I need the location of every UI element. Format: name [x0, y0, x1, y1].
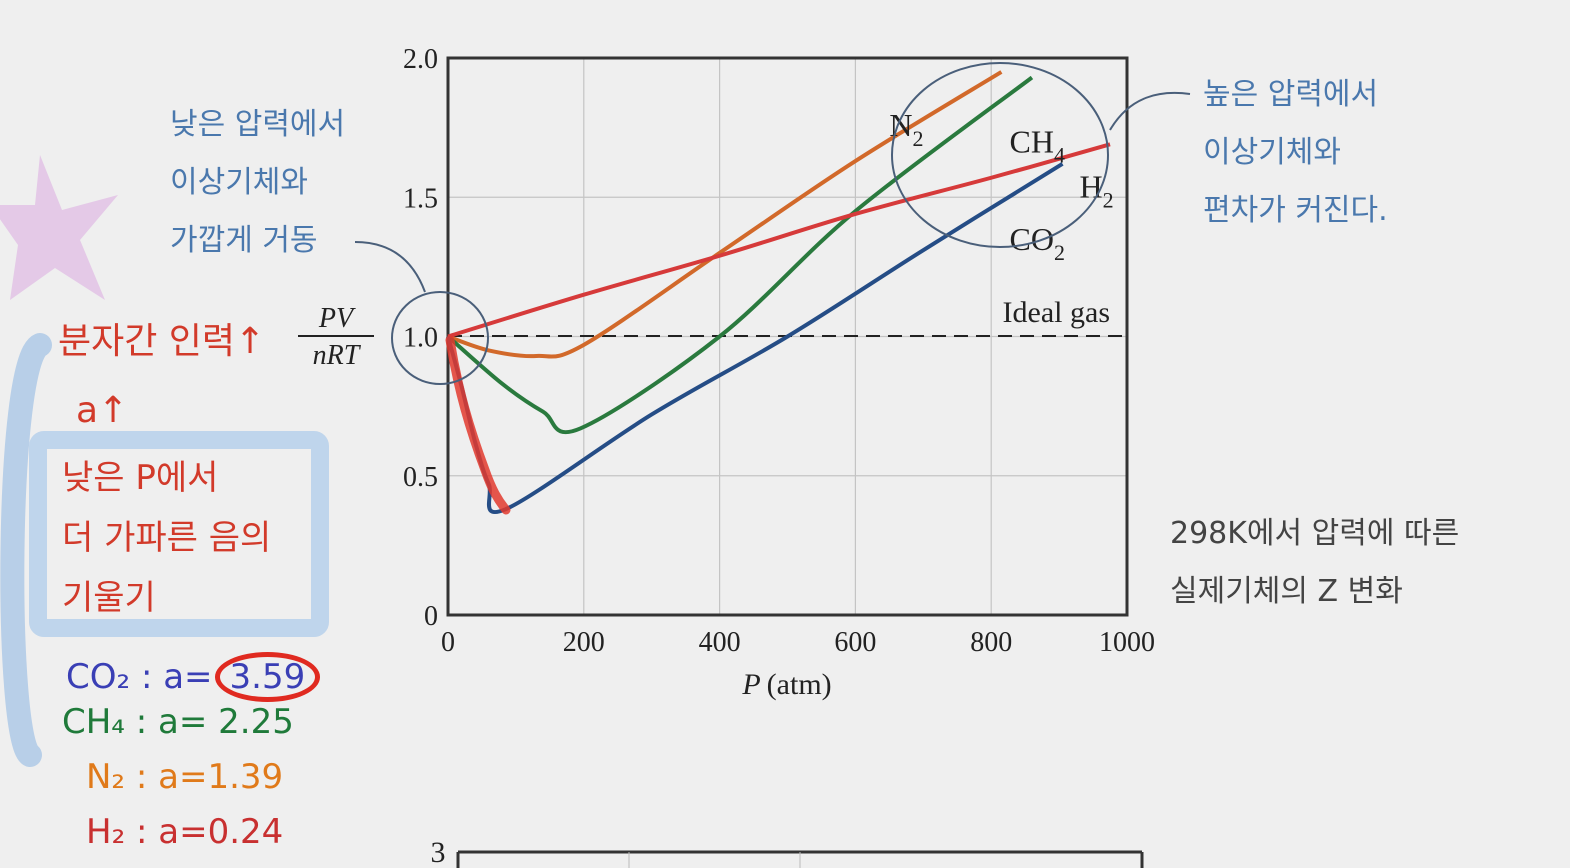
x-tick-label: 1000	[1099, 627, 1155, 658]
x-tick-label: 0	[441, 627, 455, 658]
high-pressure-connector	[1109, 91, 1191, 131]
co2-label: CO₂ : a=	[66, 657, 213, 697]
co2-value: 3.59	[214, 652, 321, 702]
caption-line: 298K에서 압력에 따른	[1170, 516, 1460, 551]
x-tick-label: 600	[834, 627, 876, 658]
y-axis-label-numerator: PV	[318, 303, 356, 334]
bracket-highlight	[0, 333, 52, 767]
y-tick-label: 0	[424, 601, 438, 632]
note-line: 가깝게 거동	[170, 223, 318, 258]
chart-caption: 298K에서 압력에 따른 실제기체의 Z 변화	[1170, 505, 1459, 621]
y-tick-label: 2.0	[403, 44, 438, 75]
hand-line: 더 가파른 음의	[62, 518, 272, 558]
series-line-ch4	[446, 75, 1034, 435]
box-highlight	[29, 431, 329, 637]
next-chart-tick: 3	[431, 836, 446, 868]
series-line-n2	[447, 70, 1003, 359]
series-labels: N2 CH4 H2 CO2	[889, 107, 1113, 265]
y-tick-label: 0.5	[403, 462, 438, 493]
high-pressure-note: 높은 압력에서 이상기체와 편차가 커진다.	[1203, 66, 1388, 240]
caption-line: 실제기체의 Z 변화	[1170, 574, 1403, 609]
y-tick-label: 1.5	[403, 183, 438, 214]
co2-a-value: CO₂ : a= 3.59	[66, 652, 321, 702]
note-line: 편차가 커진다.	[1203, 193, 1388, 228]
ch4-a-value: CH₄ : a= 2.25	[62, 702, 294, 742]
high-pressure-circle	[891, 62, 1109, 248]
series-label-ch4: CH4	[1010, 124, 1065, 168]
co2-drop-highlight	[445, 335, 511, 515]
n2-a-value: N₂ : a=1.39	[86, 757, 284, 797]
ideal-gas-label: Ideal gas	[1003, 296, 1110, 329]
low-p-note: 낮은 P에서 더 가파른 음의 기울기	[62, 448, 271, 628]
low-pressure-connector	[354, 241, 426, 293]
series-line-co2	[446, 162, 1064, 514]
series-label-h2: H2	[1079, 168, 1113, 212]
x-tick-label: 200	[563, 627, 605, 658]
y-axis-label-denominator: nRT	[313, 340, 362, 371]
series-line-h2	[447, 142, 1111, 339]
note-line: 높은 압력에서	[1203, 77, 1379, 112]
x-tick-label: 400	[699, 627, 741, 658]
y-tick-label: 1.0	[403, 323, 438, 354]
intermolecular-force-note: 분자간 인력↑	[58, 321, 266, 362]
hand-line: 낮은 P에서	[62, 458, 219, 498]
tick-labels: 0 200 400 600 800 1000 0 0.5 1.0 1.5 2.0	[403, 44, 1155, 658]
a-up-note: a↑	[76, 390, 129, 431]
x-axis-label: P (atm)	[741, 668, 831, 701]
hand-line: 기울기	[62, 578, 156, 618]
h2-a-value: H₂ : a=0.24	[86, 812, 284, 852]
series-label-co2: CO2	[1010, 221, 1065, 265]
series-label-n2: N2	[889, 107, 923, 151]
x-tick-label: 800	[970, 627, 1012, 658]
note-line: 이상기체와	[1203, 135, 1341, 170]
star-sticker	[0, 155, 118, 300]
note-line: 이상기체와	[170, 165, 308, 200]
low-pressure-note: 낮은 압력에서 이상기체와 가깝게 거동	[170, 96, 345, 270]
low-pressure-circle	[391, 291, 489, 385]
note-line: 낮은 압력에서	[170, 107, 346, 142]
